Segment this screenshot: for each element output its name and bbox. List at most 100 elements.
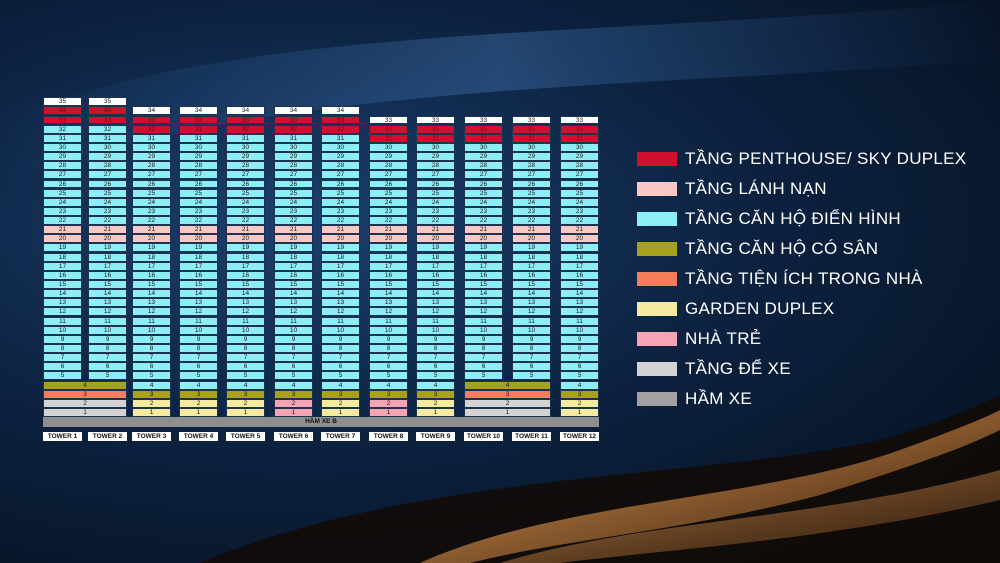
floor-cell: 18 [464, 252, 503, 262]
floor-cell: 8 [88, 344, 127, 353]
floor-cell: 25 [464, 188, 503, 198]
floor-cell: 12 [464, 307, 503, 317]
floor-cell: 9 [416, 334, 455, 344]
floor-cell: 33 [179, 115, 218, 125]
floor-cell: 17 [369, 261, 408, 271]
floor-cell: 24 [226, 197, 265, 207]
floor-cell: 27 [321, 170, 360, 180]
floor-cell: 35 [88, 97, 127, 107]
floor-cell: 16 [43, 270, 82, 280]
floor-cell: 5 [560, 371, 599, 381]
floor-cell: 30 [274, 142, 313, 152]
floor-cell: 8 [226, 344, 265, 353]
floor-cell: 7 [43, 353, 82, 363]
floor-cell: 16 [226, 270, 265, 280]
floor-cell: 28 [274, 161, 313, 171]
floor-cell: 23 [512, 206, 551, 216]
floor-cell: 27 [132, 170, 171, 180]
floor-cell: 15 [464, 280, 503, 289]
floor-cell: 33 [274, 115, 313, 125]
floor-cell: 19 [179, 243, 218, 253]
floor-cell: 33 [88, 115, 127, 125]
floor-cell: 9 [88, 334, 127, 344]
floor-cell: 23 [179, 206, 218, 216]
tower-label: TOWER 9 [416, 432, 455, 441]
floor-cell: 30 [416, 142, 455, 152]
floor-cell: 32 [274, 124, 313, 134]
floor-cell: 17 [226, 261, 265, 271]
floor-cell: 33 [43, 115, 82, 125]
floor-cell: 15 [369, 280, 408, 289]
floor-cell: 5 [88, 371, 127, 381]
floor-cell: 26 [560, 179, 599, 189]
floor-cell: 17 [512, 261, 551, 271]
floor-cell: 20 [226, 234, 265, 244]
floor-cell: 26 [464, 179, 503, 189]
floor-cell: 12 [43, 307, 82, 317]
floor-cell: 18 [43, 252, 82, 262]
floor-cell: 8 [512, 344, 551, 353]
floor-cell: 7 [416, 353, 455, 363]
floor-cell: 25 [560, 188, 599, 198]
floor-cell: 5 [179, 371, 218, 381]
floor-cell: 4 [274, 380, 313, 390]
floor-cell: 28 [132, 161, 171, 171]
floor-cell: 28 [321, 161, 360, 171]
legend-item-penthouse: TẦNG PENTHOUSE/ SKY DUPLEX [637, 148, 997, 170]
floor-cell: 13 [132, 298, 171, 308]
floor-cell: 13 [43, 298, 82, 308]
floor-cell: 20 [321, 234, 360, 244]
floor-cell: 12 [88, 307, 127, 317]
floor-cell: 24 [560, 197, 599, 207]
floor-cell: 11 [512, 316, 551, 326]
floor-cell: 13 [274, 298, 313, 308]
floor-cell: 33 [416, 115, 455, 125]
floor-cell: 31 [512, 133, 551, 143]
floor-cell: 18 [560, 252, 599, 262]
floor-cell: 23 [369, 206, 408, 216]
floor-cell: 27 [226, 170, 265, 180]
floor-cell: 8 [464, 344, 503, 353]
floor-cell: 34 [321, 106, 360, 116]
legend-label: HẦM XE [685, 389, 752, 408]
floor-cell: 14 [88, 289, 127, 299]
floor-cell: 1 [321, 408, 360, 417]
floor-cell: 34 [132, 106, 171, 116]
floor-cell: 18 [321, 252, 360, 262]
floor-cell: 28 [226, 161, 265, 171]
floor-cell: 6 [464, 362, 503, 372]
floor-cell: 25 [179, 188, 218, 198]
floor-cell: 28 [88, 161, 127, 171]
floor-cell: 7 [321, 353, 360, 363]
floor-cell: 6 [321, 362, 360, 372]
floor-cell: 14 [226, 289, 265, 299]
floor-cell: 21 [560, 225, 599, 235]
floor-cell: 3 [274, 389, 313, 399]
floor-cell: 24 [179, 197, 218, 207]
floor-cell: 33 [226, 115, 265, 125]
floor-cell: 15 [512, 280, 551, 289]
floor-cell: 24 [321, 197, 360, 207]
tower-label: TOWER 6 [274, 432, 313, 441]
floor-cell: 12 [179, 307, 218, 317]
legend-swatch [637, 152, 677, 166]
floor-cell: 25 [226, 188, 265, 198]
floor-cell: 16 [512, 270, 551, 280]
tower-label: TOWER 12 [560, 432, 599, 441]
floor-cell: 24 [43, 197, 82, 207]
floor-cell: 30 [321, 142, 360, 152]
floor-cell: 29 [132, 152, 171, 162]
floor-cell: 4 [226, 380, 265, 390]
floor-cell: 17 [416, 261, 455, 271]
legend-swatch [637, 302, 677, 316]
floor-cell: 5 [416, 371, 455, 381]
floor-cell: 10 [43, 325, 82, 335]
legend-swatch [637, 362, 677, 376]
floor-cell: 3 [179, 389, 218, 399]
floor-cell: 27 [43, 170, 82, 180]
floor-cell: 35 [43, 97, 82, 107]
floor-cell: 29 [226, 152, 265, 162]
floor-cell: 30 [226, 142, 265, 152]
floor-cell: 13 [226, 298, 265, 308]
floor-cell: 19 [464, 243, 503, 253]
